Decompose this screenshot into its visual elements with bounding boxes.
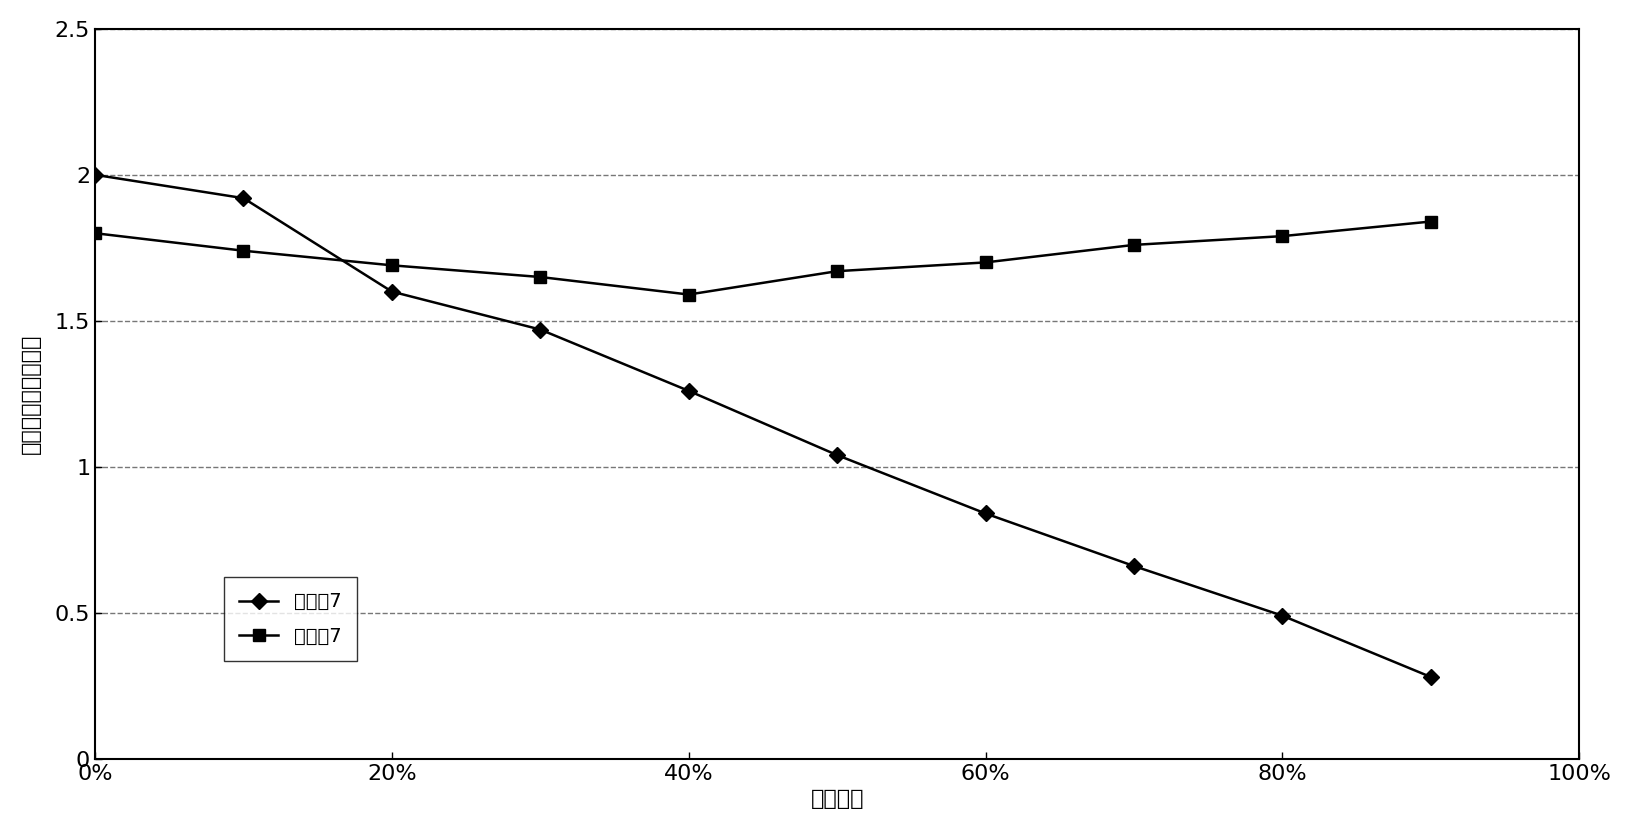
实施例7 <box>85 228 104 238</box>
对比例7 <box>1421 672 1441 682</box>
实施例7 <box>233 246 253 256</box>
Line: 实施例7: 实施例7 <box>90 216 1436 300</box>
实施例7 <box>382 261 401 271</box>
Y-axis label: 电阴率（欧姆厘米）: 电阴率（欧姆厘米） <box>21 334 41 454</box>
实施例7 <box>827 266 847 276</box>
对比例7 <box>976 509 996 519</box>
实施例7 <box>1273 231 1293 241</box>
实施例7 <box>679 290 698 300</box>
对比例7 <box>85 170 104 180</box>
对比例7 <box>233 193 253 203</box>
对比例7 <box>827 450 847 460</box>
Legend: 对比例7, 实施例7: 对比例7, 实施例7 <box>224 577 357 662</box>
X-axis label: 凝固分率: 凝固分率 <box>811 789 863 809</box>
对比例7 <box>382 286 401 296</box>
对比例7 <box>530 325 550 334</box>
对比例7 <box>1273 611 1293 621</box>
实施例7 <box>976 257 996 267</box>
对比例7 <box>1124 561 1144 571</box>
实施例7 <box>530 272 550 282</box>
实施例7 <box>1421 217 1441 227</box>
实施例7 <box>1124 240 1144 250</box>
对比例7 <box>679 386 698 396</box>
Line: 对比例7: 对比例7 <box>90 169 1436 682</box>
